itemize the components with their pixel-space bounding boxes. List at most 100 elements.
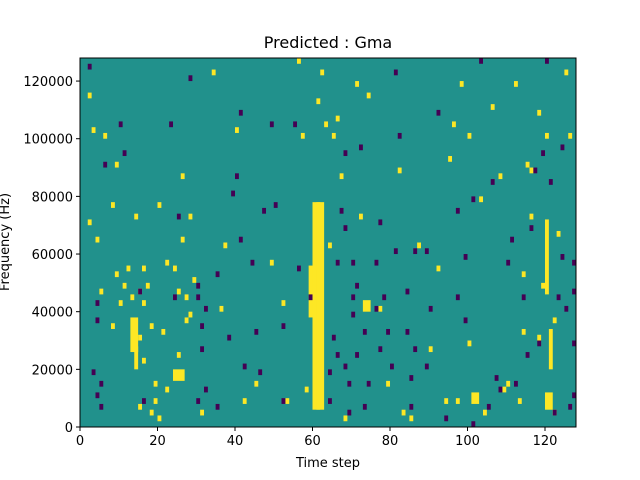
- heatmap-cell-low: [339, 207, 344, 214]
- heatmap-cell-low: [490, 179, 495, 185]
- heatmap-cell-low: [572, 340, 576, 347]
- heatmap-cell-low: [200, 323, 205, 329]
- heatmap-band-high: [308, 265, 313, 318]
- heatmap-cell-low: [176, 213, 181, 220]
- x-tick-label: 120: [533, 434, 558, 449]
- heatmap-cell-low: [91, 369, 96, 376]
- heatmap-cell-low: [254, 328, 259, 335]
- heatmap-cell-low: [169, 121, 174, 128]
- heatmap-cell-low: [231, 190, 236, 197]
- heatmap-cell-low: [328, 398, 332, 404]
- heatmap-cell-high: [157, 202, 162, 208]
- heatmap-cell-low: [455, 294, 460, 301]
- heatmap-cell-low: [529, 225, 534, 231]
- heatmap-cell-high: [111, 202, 115, 208]
- heatmap-cell-low: [424, 363, 429, 370]
- plot-frame: [79, 57, 577, 428]
- heatmap-band-high: [134, 346, 139, 370]
- heatmap-cell-high: [320, 69, 325, 76]
- heatmap-cell-low: [514, 380, 518, 387]
- y-tick-label: 80000: [32, 190, 73, 205]
- heatmap-cell-high: [142, 265, 146, 272]
- heatmap-band-high: [471, 392, 480, 404]
- heatmap-cell-high: [95, 236, 100, 243]
- heatmap-cell-high: [103, 132, 108, 139]
- heatmap-cell-low: [463, 317, 468, 324]
- y-tick-label: 40000: [32, 306, 73, 321]
- heatmap-cell-low: [552, 409, 557, 416]
- y-tick-label: 0: [65, 421, 73, 436]
- heatmap-cell-low: [196, 398, 201, 404]
- heatmap-cell-low: [436, 109, 441, 116]
- heatmap-cell-high: [300, 132, 305, 139]
- heatmap-cell-low: [238, 236, 243, 243]
- heatmap-cell-high: [157, 415, 162, 422]
- heatmap-cell-high: [149, 409, 154, 416]
- heatmap-cell-high: [153, 398, 158, 404]
- heatmap-cell-low: [560, 144, 565, 151]
- heatmap-cell-high: [149, 323, 154, 329]
- heatmap-band-high: [362, 300, 371, 312]
- heatmap-cell-low: [498, 386, 503, 393]
- heatmap-cell-high: [130, 294, 135, 301]
- heatmap-cell-high: [200, 409, 205, 416]
- heatmap-cell-high: [114, 271, 119, 278]
- y-axis-label: Frequency (Hz): [0, 193, 13, 291]
- heatmap-cell-low: [374, 259, 379, 266]
- heatmap-cell-low: [362, 403, 367, 410]
- heatmap-cell-low: [424, 248, 429, 255]
- heatmap-cell-low: [250, 259, 255, 266]
- heatmap-cell-low: [444, 415, 449, 422]
- heatmap-cell-low: [95, 300, 100, 306]
- heatmap-cell-low: [556, 294, 561, 301]
- heatmap-cell-high: [448, 156, 453, 162]
- heatmap-cell-high: [506, 380, 511, 387]
- heatmap-cell-high: [455, 398, 460, 404]
- heatmap-cell-low: [393, 248, 398, 255]
- heatmap-cell-high: [483, 409, 487, 416]
- heatmap-cell-low: [351, 259, 356, 266]
- heatmap-cell-high: [242, 398, 247, 404]
- heatmap-cell-high: [324, 121, 329, 128]
- heatmap-cell-high: [142, 357, 146, 364]
- heatmap-cell-high: [219, 305, 224, 312]
- heatmap-cell-low: [545, 58, 549, 64]
- heatmap-cell-low: [409, 403, 414, 410]
- heatmap-cell-low: [351, 311, 356, 318]
- heatmap-cell-low: [560, 254, 565, 260]
- heatmap-cell-high: [537, 334, 542, 341]
- heatmap-cell-low: [308, 294, 313, 301]
- heatmap-cell-high: [428, 346, 433, 353]
- heatmap-cell-low: [328, 369, 332, 376]
- heatmap-cell-high: [436, 265, 441, 272]
- heatmap-cell-low: [521, 294, 526, 301]
- y-tick-label: 20000: [32, 363, 73, 378]
- heatmap-cell-high: [312, 357, 317, 364]
- heatmap-cell-high: [235, 127, 239, 133]
- heatmap-cell-low: [343, 363, 348, 370]
- heatmap-cell-high: [184, 294, 189, 301]
- heatmap-cell-high: [339, 173, 344, 180]
- heatmap-cell-high: [498, 173, 503, 180]
- heatmap-cell-low: [343, 150, 348, 157]
- heatmap-band-high: [545, 392, 553, 410]
- heatmap-cell-low: [362, 328, 367, 335]
- heatmap-cell-high: [165, 259, 170, 266]
- heatmap-cell-low: [173, 294, 177, 301]
- heatmap-band-high: [548, 328, 553, 370]
- heatmap-cell-high: [126, 265, 131, 272]
- heatmap-cell-low: [258, 369, 263, 376]
- heatmap-cell-high: [467, 340, 472, 347]
- heatmap-cell-low: [227, 334, 232, 341]
- heatmap-cell-high: [99, 288, 104, 295]
- heatmap-cell-high: [537, 109, 542, 116]
- heatmap-cell-low: [533, 167, 538, 174]
- heatmap-cell-high: [188, 213, 193, 220]
- heatmap-cell-low: [262, 207, 267, 214]
- heatmap-cell-high: [417, 242, 422, 249]
- heatmap-cell-high: [335, 115, 340, 122]
- y-axis: 0 20000 40000 60000 80000 100000 120000: [23, 75, 80, 436]
- heatmap-cell-low: [471, 421, 476, 427]
- heatmap-cell-low: [355, 282, 360, 289]
